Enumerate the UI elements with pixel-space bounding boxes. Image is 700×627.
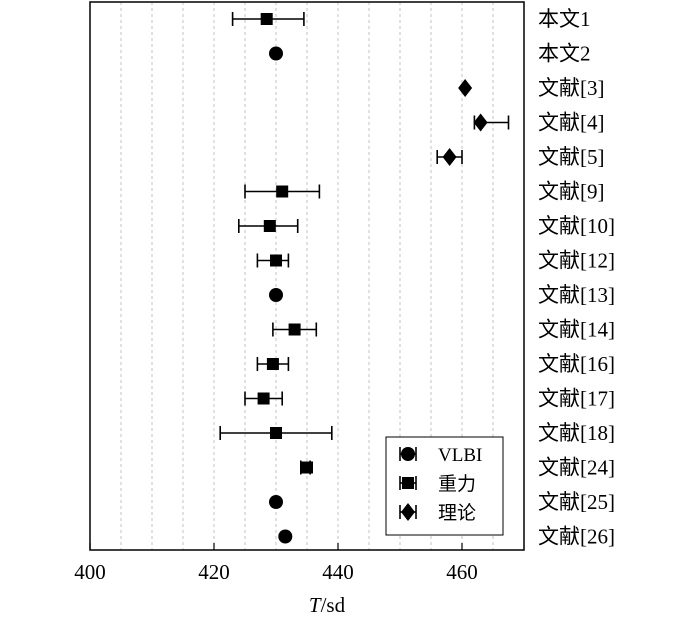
legend-marker-diamond <box>401 503 415 521</box>
x-tick-label: 420 <box>198 560 230 584</box>
data-point-square <box>260 13 273 25</box>
data-point-group <box>278 529 293 544</box>
legend-marker-circle <box>401 447 415 461</box>
category-label: 文献[3] <box>538 76 605 100</box>
category-label: 文献[9] <box>538 180 605 204</box>
data-point-square <box>276 185 289 198</box>
x-tick-label: 440 <box>322 560 354 584</box>
data-point-group <box>458 79 473 97</box>
data-point-group <box>272 322 318 337</box>
data-point-square <box>270 427 282 439</box>
category-labels: 本文1 本文2 文献[3] 文献[4] 文献[5] 文献[9] 文献[10] 文献[12] 文献… <box>538 7 615 549</box>
legend-label: VLBI <box>438 445 482 466</box>
legend-label: 重力 <box>438 473 476 495</box>
category-label: 文献[12] <box>538 249 615 273</box>
data-point-group <box>244 184 321 199</box>
data-point-circle <box>269 288 283 302</box>
legend-marker-square <box>402 477 414 489</box>
category-label: 文献[25] <box>538 490 615 514</box>
data-point-square <box>263 220 276 232</box>
data-point-circle <box>278 529 293 544</box>
data-point-group <box>299 460 313 475</box>
data-point-circle <box>269 46 283 61</box>
data-point-group <box>436 148 463 166</box>
legend-entry: 理论 <box>399 502 476 524</box>
category-label: 文献[5] <box>538 145 605 169</box>
legend-entry: 重力 <box>399 473 476 495</box>
data-point-group <box>244 391 284 406</box>
category-label: 文献[17] <box>538 387 615 411</box>
data-marks <box>219 12 510 544</box>
data-point-square <box>270 254 282 267</box>
x-tick-label: 460 <box>446 560 478 584</box>
category-label: 文献[14] <box>538 318 615 342</box>
data-point-diamond <box>458 79 473 97</box>
data-point-group <box>269 495 283 509</box>
x-axis-label-italic: T <box>309 593 322 617</box>
x-tick-label: 400 <box>74 560 106 584</box>
data-point-circle <box>269 495 283 509</box>
data-point-group <box>238 219 299 233</box>
data-point-group <box>269 46 283 61</box>
category-label: 本文1 <box>538 7 591 31</box>
data-point-square <box>266 358 279 370</box>
data-point-group <box>473 113 510 132</box>
data-point-diamond <box>442 148 457 166</box>
x-axis-label: T/sd <box>309 593 346 617</box>
legend-entry: VLBI <box>399 445 482 466</box>
data-point-square <box>288 323 301 336</box>
data-point-group <box>231 12 305 26</box>
category-label: 文献[18] <box>538 421 615 445</box>
data-point-group <box>269 288 283 302</box>
category-label: 文献[4] <box>538 111 605 135</box>
x-tick-labels: 400 420 440 460 <box>74 543 478 584</box>
category-label: 文献[16] <box>538 352 615 376</box>
data-point-square <box>257 392 270 405</box>
category-label: 文献[26] <box>538 525 615 549</box>
category-label: 文献[10] <box>538 214 615 238</box>
data-point-group <box>219 426 333 440</box>
legend-label: 理论 <box>438 502 476 524</box>
data-point-diamond <box>473 113 488 132</box>
data-point-group <box>256 253 290 268</box>
data-point-group <box>256 357 290 371</box>
data-point-square <box>301 461 313 474</box>
category-label: 本文2 <box>538 42 591 66</box>
category-label: 文献[13] <box>538 283 615 307</box>
plot-frame <box>89 1 525 551</box>
category-label: 文献[24] <box>538 456 615 480</box>
x-axis-label-unit: /sd <box>321 593 346 617</box>
